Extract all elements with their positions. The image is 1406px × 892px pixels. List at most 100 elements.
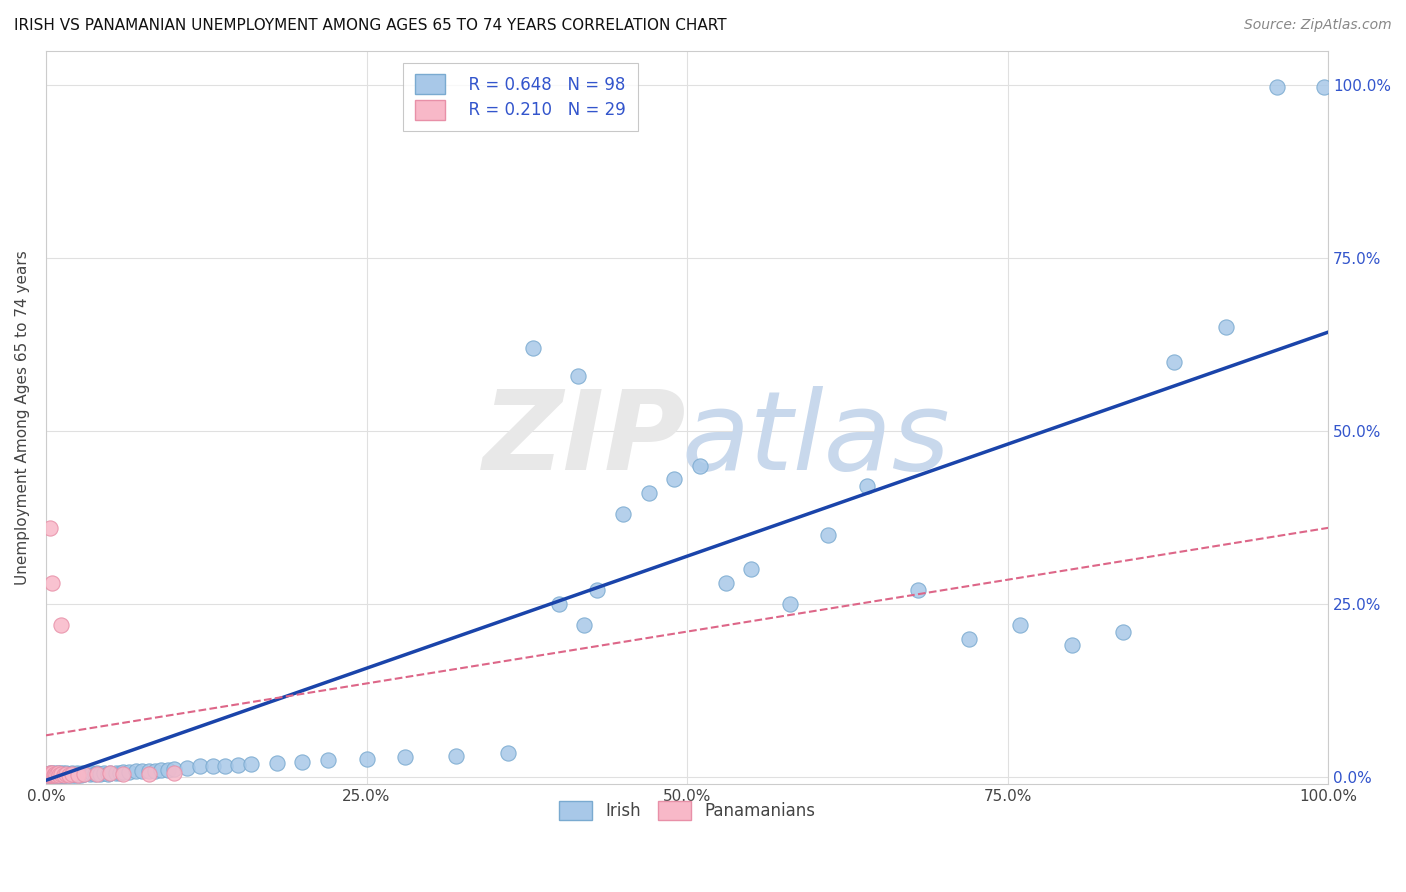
Point xyxy=(176,761,198,775)
Point xyxy=(118,764,141,779)
Point xyxy=(1112,624,1135,639)
Point xyxy=(96,767,118,781)
Point xyxy=(37,768,59,782)
Point xyxy=(55,766,77,780)
Point xyxy=(855,479,877,493)
Point xyxy=(86,767,108,781)
Point xyxy=(637,486,659,500)
Point xyxy=(42,767,65,781)
Point xyxy=(41,768,63,782)
Point xyxy=(689,458,711,473)
Point xyxy=(73,767,96,781)
Point xyxy=(59,768,82,782)
Point xyxy=(1265,80,1288,95)
Point xyxy=(586,583,609,598)
Point xyxy=(38,768,60,782)
Point xyxy=(49,766,72,780)
Point xyxy=(131,764,153,779)
Point xyxy=(76,766,98,780)
Point xyxy=(98,765,121,780)
Point xyxy=(38,768,60,782)
Point xyxy=(39,767,62,781)
Y-axis label: Unemployment Among Ages 65 to 74 years: Unemployment Among Ages 65 to 74 years xyxy=(15,250,30,584)
Point xyxy=(53,768,76,782)
Point xyxy=(63,767,86,781)
Point xyxy=(82,766,104,780)
Point xyxy=(62,768,84,782)
Point xyxy=(52,768,75,782)
Point xyxy=(1215,320,1237,334)
Point xyxy=(37,768,59,782)
Point xyxy=(143,764,166,778)
Point xyxy=(41,766,63,780)
Point xyxy=(39,767,62,781)
Point xyxy=(188,759,211,773)
Point xyxy=(52,768,75,782)
Point xyxy=(163,762,186,776)
Point xyxy=(55,767,77,781)
Legend: Irish, Panamanians: Irish, Panamanians xyxy=(553,794,823,827)
Point xyxy=(1163,355,1185,369)
Point xyxy=(664,472,686,486)
Point xyxy=(150,763,173,777)
Point xyxy=(45,767,67,781)
Point xyxy=(567,368,589,383)
Point xyxy=(125,764,148,779)
Point xyxy=(46,766,69,780)
Point xyxy=(38,767,60,781)
Point xyxy=(49,768,72,782)
Point xyxy=(214,758,236,772)
Point xyxy=(42,768,65,782)
Point xyxy=(83,767,105,781)
Point xyxy=(111,764,134,779)
Point xyxy=(41,768,63,782)
Point xyxy=(38,521,60,535)
Point xyxy=(714,576,737,591)
Text: IRISH VS PANAMANIAN UNEMPLOYMENT AMONG AGES 65 TO 74 YEARS CORRELATION CHART: IRISH VS PANAMANIAN UNEMPLOYMENT AMONG A… xyxy=(14,18,727,33)
Point xyxy=(105,765,128,780)
Point xyxy=(356,752,378,766)
Point xyxy=(52,768,75,782)
Point xyxy=(79,767,101,781)
Point xyxy=(547,597,569,611)
Point xyxy=(53,767,76,781)
Point xyxy=(163,766,186,780)
Point xyxy=(67,767,90,781)
Point xyxy=(51,767,73,781)
Point xyxy=(60,767,83,781)
Point xyxy=(111,767,134,781)
Point xyxy=(73,767,96,781)
Point xyxy=(56,768,79,782)
Point xyxy=(58,767,80,781)
Point xyxy=(394,750,416,764)
Point xyxy=(1313,80,1336,95)
Point xyxy=(38,768,60,782)
Point xyxy=(51,617,73,632)
Text: ZIP: ZIP xyxy=(482,385,686,492)
Point xyxy=(38,766,60,780)
Point xyxy=(58,768,80,782)
Point xyxy=(66,768,89,782)
Point xyxy=(1060,639,1083,653)
Point xyxy=(817,528,839,542)
Point xyxy=(66,768,89,782)
Point xyxy=(446,749,468,764)
Point xyxy=(39,768,62,782)
Text: Source: ZipAtlas.com: Source: ZipAtlas.com xyxy=(1244,18,1392,32)
Point xyxy=(226,758,249,772)
Point xyxy=(316,753,339,767)
Point xyxy=(44,768,66,782)
Point xyxy=(110,765,132,780)
Point xyxy=(60,766,83,780)
Point xyxy=(201,759,224,773)
Point xyxy=(240,757,263,772)
Point xyxy=(65,768,87,782)
Point xyxy=(66,766,89,780)
Point xyxy=(45,768,67,782)
Point xyxy=(89,767,111,781)
Point xyxy=(44,767,66,781)
Point xyxy=(496,746,519,760)
Point xyxy=(48,768,70,782)
Point xyxy=(41,576,63,591)
Point xyxy=(70,766,93,780)
